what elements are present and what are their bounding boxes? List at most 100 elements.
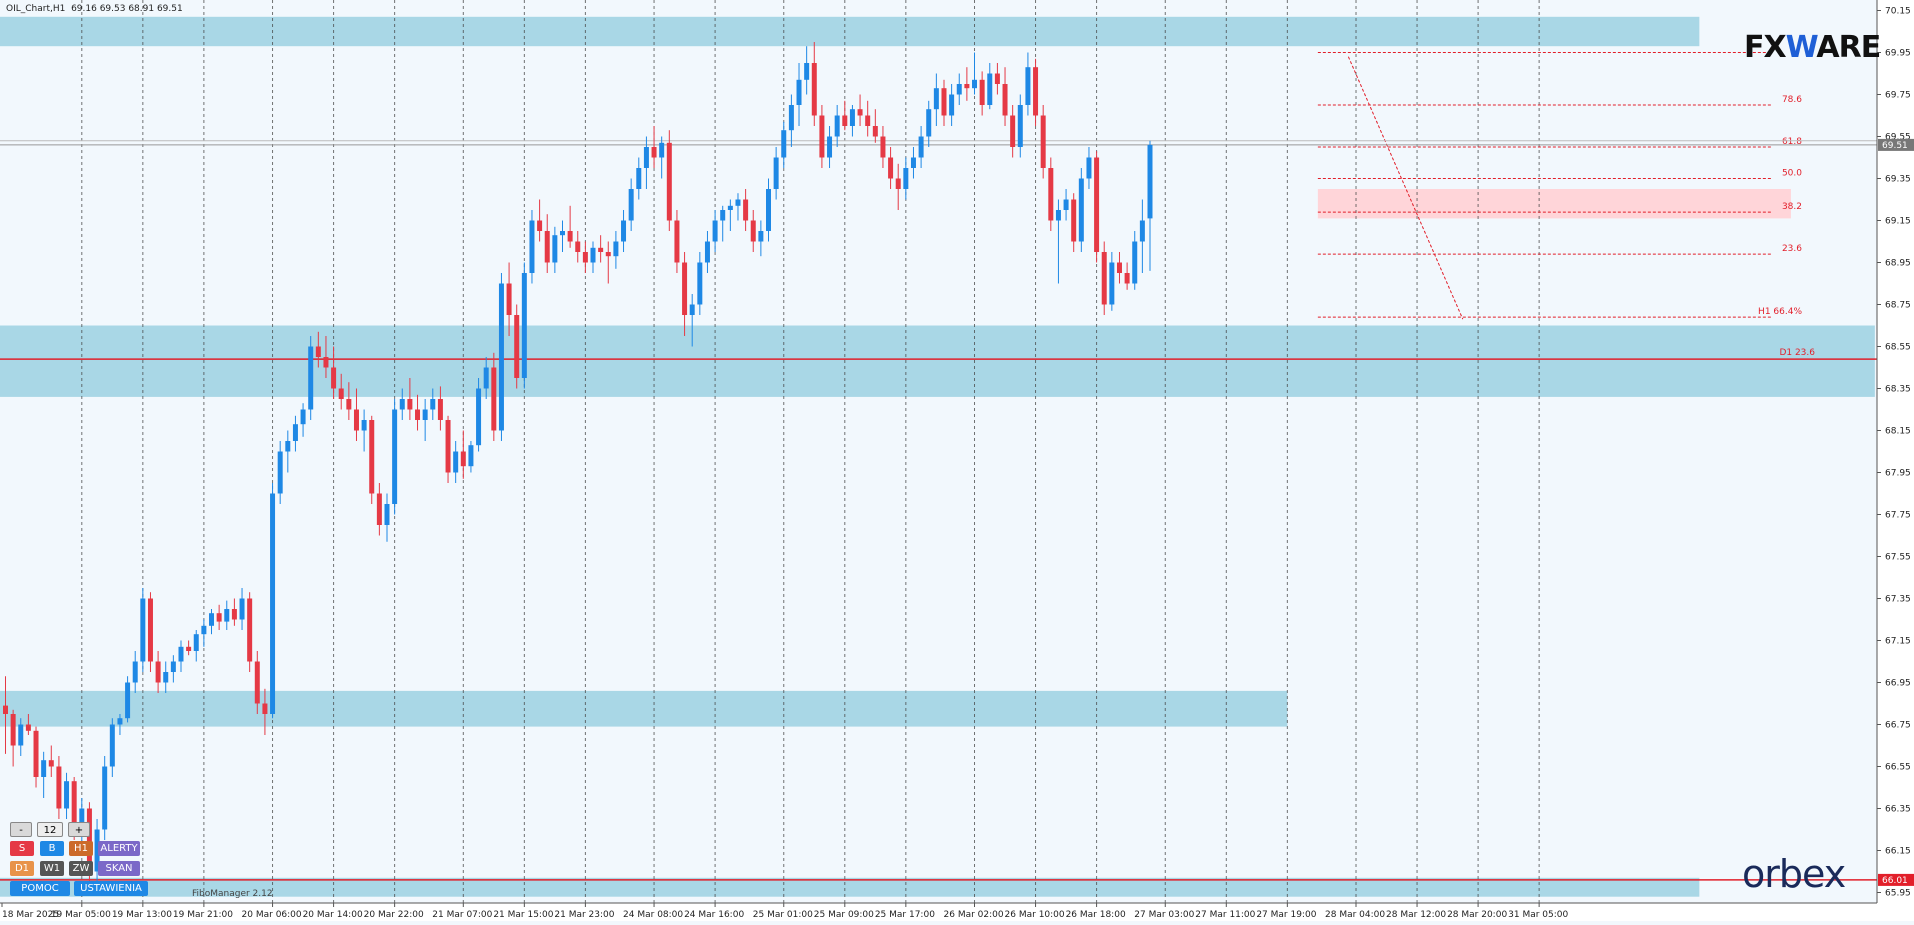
- candle-body: [460, 451, 466, 467]
- x-tick-label: 24 Mar 16:00: [684, 910, 744, 920]
- candle-body: [1116, 262, 1122, 273]
- candle-body: [483, 367, 489, 389]
- candle-body: [933, 88, 939, 110]
- bottom-price-tag: [1878, 873, 1914, 886]
- chart-title: OIL_Chart,H1 69.16 69.53 68.91 69.51: [6, 4, 183, 14]
- candle-body: [56, 766, 62, 809]
- candle-body: [430, 399, 436, 410]
- candle-body: [323, 357, 329, 368]
- candle-body: [659, 142, 665, 158]
- fib-label: 50.0: [1782, 169, 1802, 179]
- fib-label: 23.6: [1782, 244, 1802, 254]
- candle-body: [697, 262, 703, 305]
- candle-body: [743, 199, 749, 221]
- help-button[interactable]: POMOC: [10, 881, 70, 896]
- price-zone: [0, 16, 1700, 47]
- candle-body: [849, 109, 855, 126]
- candle-body: [498, 283, 504, 431]
- candle-body: [552, 235, 558, 263]
- candle-body: [79, 808, 85, 830]
- x-tick-label: 25 Mar 09:00: [814, 910, 874, 920]
- y-tick-label: 68.75: [1885, 301, 1911, 311]
- scan-button[interactable]: SKAN: [98, 861, 140, 876]
- candle-body: [674, 220, 680, 263]
- candle-body: [33, 730, 39, 777]
- candle-body: [1071, 199, 1077, 242]
- candle-body: [910, 157, 916, 168]
- candle-body: [598, 247, 604, 252]
- candle-body: [415, 409, 421, 420]
- buy-button[interactable]: B: [40, 841, 64, 856]
- candle-body: [132, 661, 138, 683]
- candle-body: [254, 661, 260, 704]
- candle-body: [94, 829, 100, 872]
- candle-body: [537, 220, 543, 231]
- candle-body: [1002, 84, 1008, 116]
- count-field[interactable]: 12: [37, 822, 63, 837]
- x-tick-label: 25 Mar 01:00: [753, 910, 813, 920]
- candle-body: [1147, 144, 1153, 219]
- candle-body: [239, 598, 245, 620]
- candle-body: [117, 718, 123, 725]
- candle-body: [972, 79, 978, 89]
- candle-body: [979, 79, 985, 105]
- candle-body: [1086, 157, 1092, 179]
- candle-body: [727, 205, 733, 210]
- decrement-button[interactable]: -: [10, 822, 32, 837]
- candle-body: [544, 231, 550, 263]
- y-tick-label: 66.35: [1885, 805, 1911, 815]
- y-tick-label: 68.55: [1885, 343, 1911, 353]
- alerts-button[interactable]: ALERTY: [98, 841, 140, 856]
- candle-body: [926, 109, 932, 137]
- candle-body: [514, 315, 520, 378]
- time-axis: [0, 903, 1877, 921]
- candle-body: [628, 189, 634, 221]
- candle-body: [575, 241, 581, 252]
- candle-body: [125, 682, 131, 719]
- candle-body: [163, 672, 169, 683]
- candle-body: [842, 115, 848, 126]
- x-tick-label: 28 Mar 20:00: [1447, 910, 1507, 920]
- settings-button[interactable]: USTAWIENIA: [74, 881, 148, 896]
- y-tick-label: 69.95: [1885, 49, 1911, 59]
- w1-button[interactable]: W1: [40, 861, 64, 876]
- candle-body: [735, 199, 741, 206]
- y-tick-label: 67.15: [1885, 637, 1911, 647]
- candle-body: [590, 247, 596, 263]
- increment-button[interactable]: +: [68, 822, 90, 837]
- h1-button[interactable]: H1: [69, 841, 93, 856]
- candle-body: [1109, 262, 1115, 305]
- candle-body: [109, 724, 115, 767]
- candle-body: [521, 273, 527, 378]
- candle-body: [811, 63, 817, 116]
- candle-body: [376, 493, 382, 525]
- candle-body: [300, 409, 306, 425]
- candle-body: [353, 409, 359, 431]
- y-tick-label: 66.55: [1885, 763, 1911, 773]
- candle-body: [651, 147, 657, 158]
- x-tick-label: 21 Mar 23:00: [554, 910, 614, 920]
- candle-body: [491, 367, 497, 431]
- d1-button[interactable]: D1: [10, 861, 34, 876]
- y-tick-label: 67.95: [1885, 469, 1911, 479]
- candle-body: [964, 84, 970, 89]
- candle-body: [170, 661, 176, 672]
- candle-body: [231, 609, 237, 620]
- candle-body: [346, 399, 352, 410]
- candle-body: [621, 220, 627, 242]
- sell-button[interactable]: S: [10, 841, 34, 856]
- candle-body: [1124, 273, 1130, 284]
- zw-button[interactable]: ZW: [69, 861, 93, 876]
- candle-body: [865, 115, 871, 126]
- fib-label: H1 66.4%: [1758, 307, 1802, 317]
- candle-body: [1055, 210, 1061, 221]
- candle-body: [315, 346, 321, 357]
- x-tick-label: 28 Mar 12:00: [1386, 910, 1446, 920]
- x-tick-label: 24 Mar 08:00: [623, 910, 683, 920]
- y-tick-label: 65.95: [1885, 889, 1911, 899]
- candle-body: [224, 609, 230, 622]
- candle-body: [704, 241, 710, 263]
- candle-body: [895, 178, 901, 189]
